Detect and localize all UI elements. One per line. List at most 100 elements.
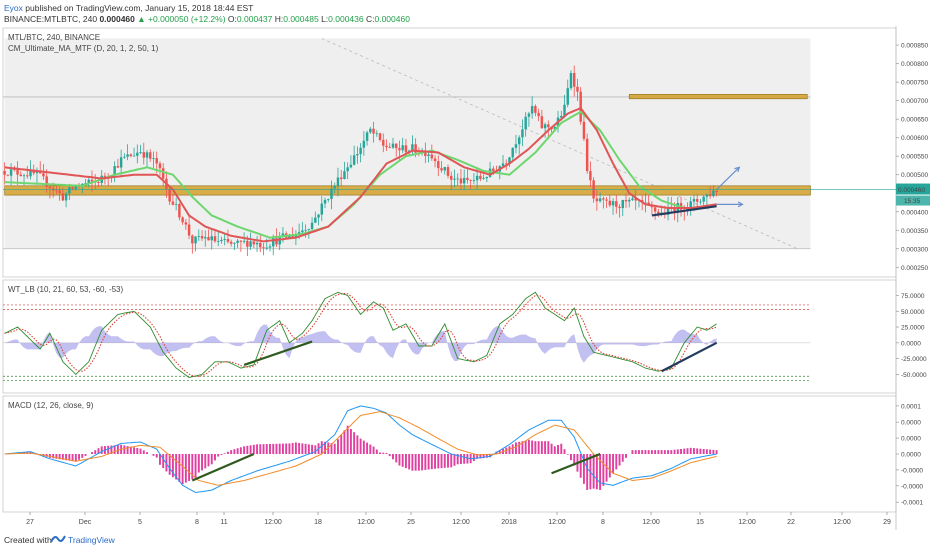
x-tick-label: 11 <box>220 519 227 526</box>
candle-body <box>58 190 61 194</box>
footer: Created with TradingView <box>0 530 932 550</box>
candle-body <box>459 178 463 184</box>
candle-body <box>530 106 534 114</box>
candle-body <box>479 175 482 179</box>
candle-body <box>45 176 48 187</box>
candle-body <box>168 189 171 202</box>
candle-body <box>26 175 29 177</box>
candle-body <box>213 236 217 242</box>
candle-body <box>223 238 226 240</box>
candle-body <box>440 168 443 171</box>
wt-y-tick-label: 0.0000 <box>901 340 921 347</box>
candle-body <box>22 175 26 177</box>
author-link[interactable]: Eyox <box>4 3 23 13</box>
chart-area[interactable]: 27 Dec 5 8 11 12:00 18 12:00 25 12:00 2018 12:00 8 12… <box>0 26 932 530</box>
arrow-head-icon <box>734 166 741 173</box>
candle-body <box>242 240 246 242</box>
candle-body <box>304 229 307 231</box>
candle-body <box>64 193 68 201</box>
candle-body <box>333 185 336 189</box>
macd-line <box>4 405 717 494</box>
open-value: 0.000437 <box>236 14 273 24</box>
candle-body <box>369 128 372 133</box>
wt-y-tick-label: 25.0000 <box>901 325 925 332</box>
publish-line: Eyox published on TradingView.com, Janua… <box>4 3 253 13</box>
candle-body <box>628 199 631 202</box>
candle-body <box>595 198 599 202</box>
high-value: 0.000485 <box>283 14 319 24</box>
candle-body <box>375 133 379 135</box>
candle-body <box>132 155 136 157</box>
candle-body <box>226 238 230 242</box>
candle-body <box>356 154 359 156</box>
candle-body <box>139 152 142 153</box>
macd-y-tick-label: -0.0001 <box>901 500 923 507</box>
candle-body <box>673 208 676 213</box>
wt-trend-line-1 <box>661 341 718 373</box>
low-label: L: <box>321 14 329 24</box>
candle-body <box>547 124 550 128</box>
y-tick-label: 0.000500 <box>901 172 928 179</box>
candle-body <box>3 171 6 175</box>
candle-body <box>233 242 236 244</box>
last-price-label: 0.000460 <box>898 187 925 194</box>
macd-pane-title: MACD (12, 26, close, 9) <box>8 401 94 410</box>
tradingview-brand[interactable]: TradingView <box>68 535 115 545</box>
x-tick-label: 5 <box>138 519 142 526</box>
y-tick-label: 0.000300 <box>901 246 928 253</box>
candle-body <box>359 147 362 155</box>
candle-body <box>569 72 573 89</box>
candle-body <box>90 179 94 182</box>
candle-body <box>511 147 514 158</box>
main-pane-title: MTL/BTC, 240, BINANCE <box>8 33 100 42</box>
projection-arrow-0 <box>716 166 740 190</box>
candle-body <box>514 144 518 148</box>
candle-body <box>161 168 165 179</box>
candle-body <box>310 222 314 230</box>
candle-body <box>123 156 126 158</box>
candle-body <box>527 113 531 117</box>
x-tick-label: 12:00 <box>548 519 566 526</box>
published-text: published on TradingView.com, January 15… <box>25 3 254 13</box>
candle-body <box>437 161 440 169</box>
candle-body <box>362 140 366 148</box>
candle-body <box>534 106 537 113</box>
candle-body <box>469 180 472 181</box>
change-value: ▲ +0.000050 (+12.2%) <box>137 14 226 24</box>
last-value: 0.000460 <box>99 14 135 24</box>
candle-body <box>9 169 13 176</box>
candle-body <box>414 144 417 153</box>
candle-body <box>116 166 120 168</box>
candle-body <box>647 202 650 205</box>
candle-body <box>343 171 346 180</box>
candle-body <box>184 222 188 225</box>
candle-body <box>239 240 243 242</box>
candle-body <box>61 193 65 201</box>
candle-body <box>187 224 191 236</box>
wt1-line <box>4 291 717 378</box>
candle-body <box>540 116 544 129</box>
candle-body <box>653 207 657 212</box>
candle-body <box>352 155 356 165</box>
wt-y-tick-label: 75.0000 <box>901 293 925 300</box>
candle-body <box>314 217 317 223</box>
candle-body <box>42 173 45 177</box>
x-tick-label: 8 <box>601 519 605 526</box>
candle-body <box>424 150 427 157</box>
candle-body <box>563 104 566 116</box>
y-tick-label: 0.000350 <box>901 228 928 235</box>
candle-body <box>197 236 201 237</box>
candle-body <box>492 168 495 172</box>
candle-body <box>259 242 262 248</box>
x-tick-label: 22 <box>787 519 795 526</box>
candle-body <box>585 138 589 172</box>
candle-body <box>252 241 256 245</box>
candle-body <box>330 188 333 199</box>
candle-body <box>97 182 100 183</box>
y-tick-label: 0.000800 <box>901 61 928 68</box>
candle-body <box>68 187 71 194</box>
candle-body <box>505 163 508 165</box>
countdown-tag <box>896 195 930 206</box>
x-tick-label: 27 <box>26 519 34 526</box>
candle-body <box>178 204 181 218</box>
